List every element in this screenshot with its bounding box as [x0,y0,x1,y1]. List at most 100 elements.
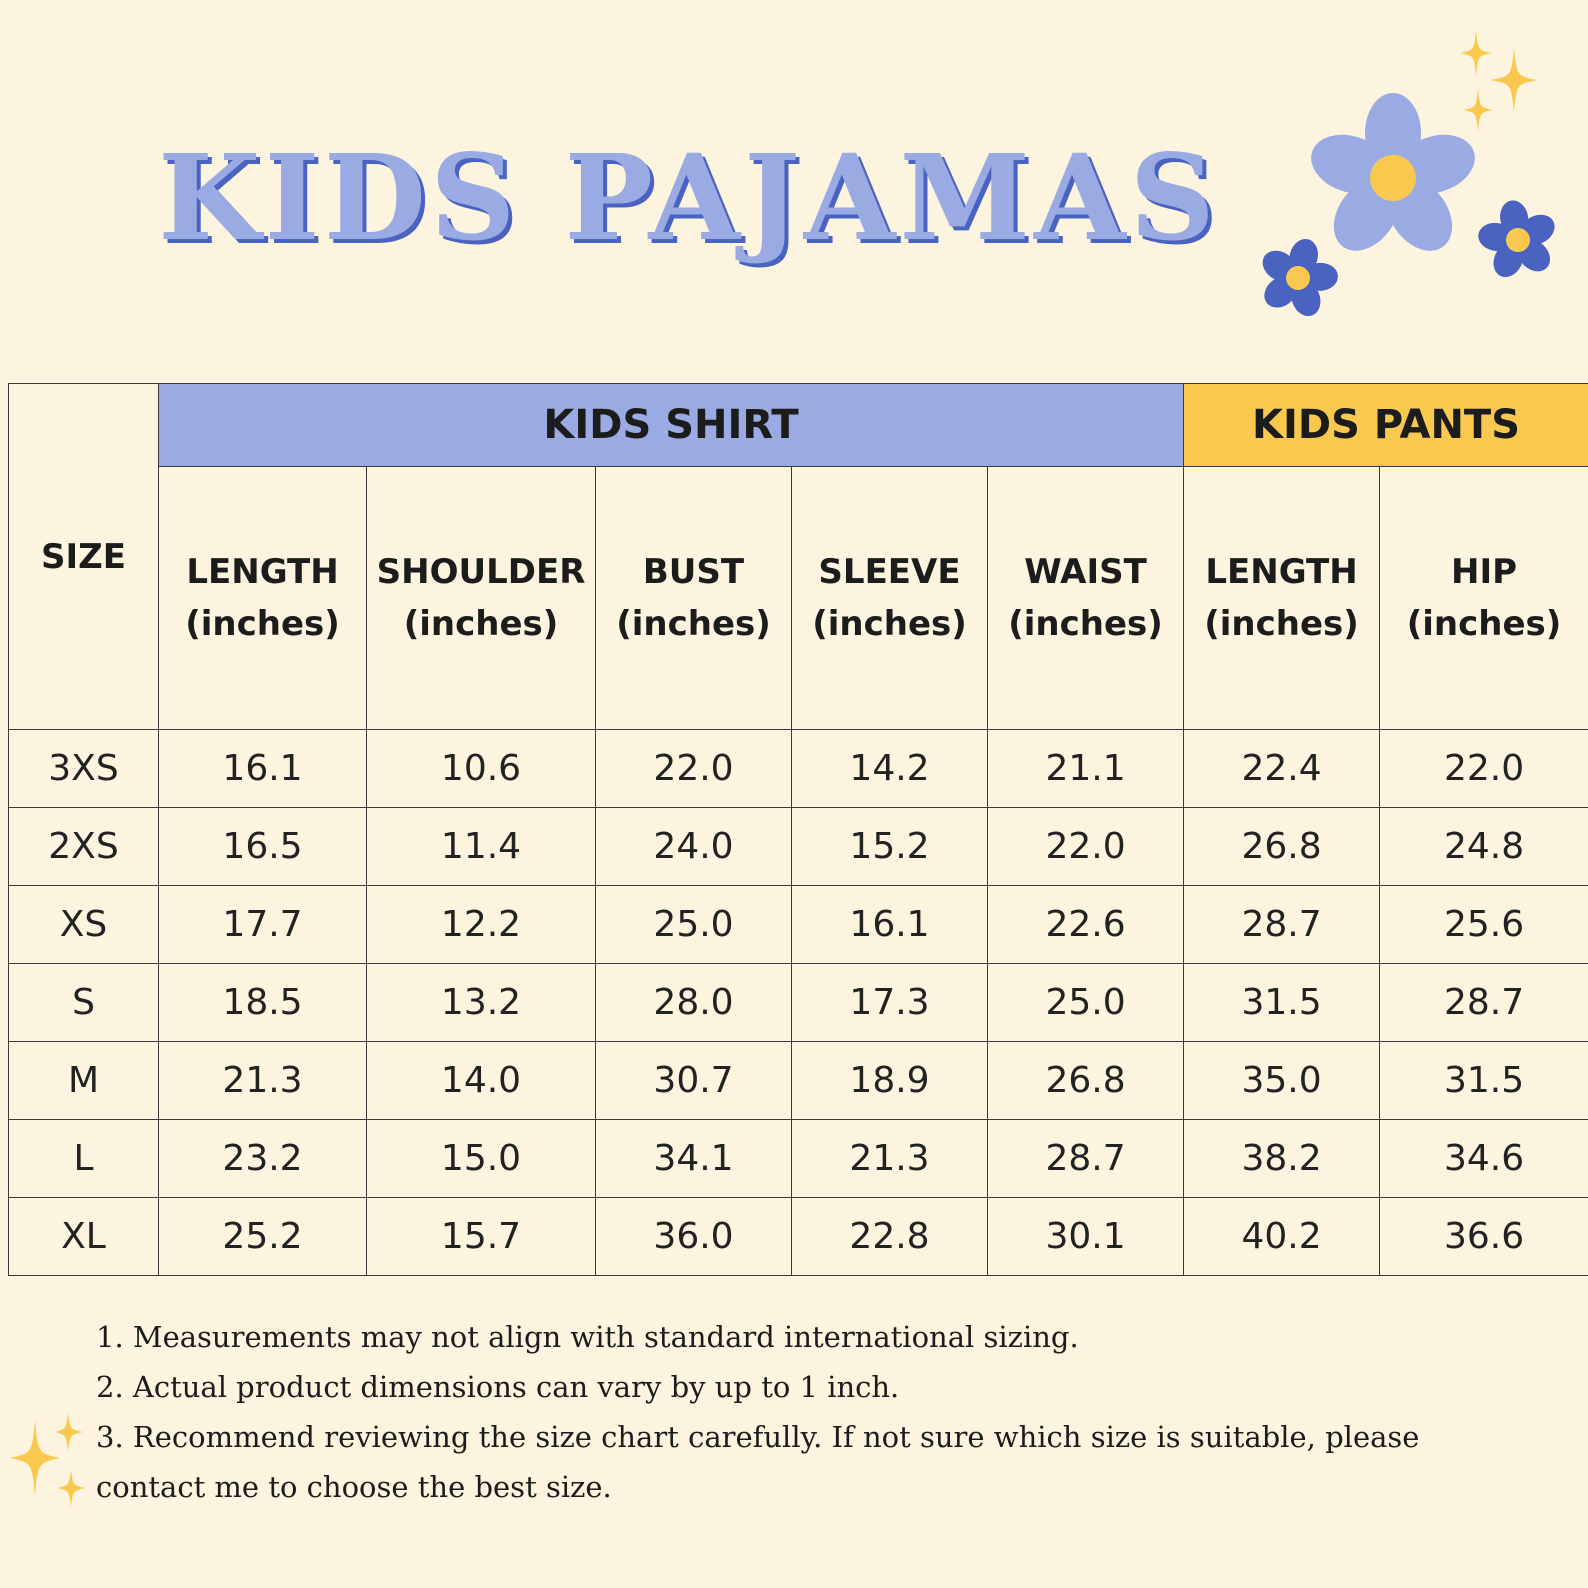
measurement-cell: 24.0 [595,807,792,886]
measurement-cell: 34.6 [1379,1119,1588,1198]
measurement-cell: 13.2 [366,963,596,1042]
column-header: LENGTH (inches) [1183,466,1381,730]
size-cell: S [8,963,159,1042]
column-header: HIP (inches) [1379,466,1588,730]
size-cell: L [8,1119,159,1198]
kids-shirt-header: KIDS SHIRT [157,383,1185,467]
table-row: XL 25.2 15.7 36.0 22.8 30.1 40.2 36.6 [8,1197,1588,1276]
measurement-cell: 28.7 [1183,885,1381,964]
column-unit: (inches) [1204,604,1359,644]
measurement-cell: 23.2 [158,1119,367,1198]
measurement-cell: 14.2 [791,729,988,808]
column-name: WAIST [1024,552,1147,592]
column-name: LENGTH [186,552,339,592]
measurement-cell: 21.3 [158,1041,367,1120]
sparkle-decoration [10,1413,85,1507]
measurement-cell: 21.3 [791,1119,988,1198]
sparkle-icon [55,1413,83,1451]
measurement-cell: 26.8 [986,1041,1185,1120]
column-header: SHOULDER (inches) [366,466,596,730]
note-item: 1. Measurements may not align with stand… [96,1320,1079,1354]
measurement-cell: 22.0 [595,729,792,808]
table-row: XS 17.7 12.2 25.0 16.1 22.6 28.7 25.6 [8,885,1588,964]
size-cell: XS [8,885,159,964]
table-row: S 18.5 13.2 28.0 17.3 25.0 31.5 28.7 [8,963,1588,1042]
measurement-cell: 34.1 [595,1119,792,1198]
measurement-cell: 28.7 [1379,963,1588,1042]
page-title: KIDS PAJAMAS [158,128,1219,267]
measurement-cell: 16.5 [158,807,367,886]
measurement-cell: 22.0 [986,807,1185,886]
measurement-cell: 40.2 [1183,1197,1381,1276]
kids-pants-header: KIDS PANTS [1183,383,1588,467]
measurement-cell: 15.0 [366,1119,596,1198]
column-header: LENGTH (inches) [158,466,367,730]
measurement-cell: 18.9 [791,1041,988,1120]
column-name: SLEEVE [818,552,961,592]
measurement-cell: 26.8 [1183,807,1381,886]
measurement-cell: 28.0 [595,963,792,1042]
measurement-cell: 22.6 [986,885,1185,964]
flower-icon [1311,93,1475,251]
size-cell: XL [8,1197,159,1276]
measurement-cell: 38.2 [1183,1119,1381,1198]
measurement-cell: 21.1 [986,729,1185,808]
note-item: 2. Actual product dimensions can vary by… [96,1370,900,1404]
column-unit: (inches) [812,604,967,644]
column-unit: (inches) [185,604,340,644]
column-unit: (inches) [616,604,771,644]
measurement-cell: 12.2 [366,885,596,964]
measurement-cell: 22.0 [1379,729,1588,808]
column-name: BUST [642,552,745,592]
table-row: L 23.2 15.0 34.1 21.3 28.7 38.2 34.6 [8,1119,1588,1198]
measurement-cell: 15.7 [366,1197,596,1276]
table-row: 2XS 16.5 11.4 24.0 15.2 22.0 26.8 24.8 [8,807,1588,886]
sparkle-icon [10,1420,60,1496]
measurement-cell: 35.0 [1183,1041,1381,1120]
column-name: LENGTH [1205,552,1358,592]
size-cell: M [8,1041,159,1120]
measurement-cell: 16.1 [791,885,988,964]
measurement-cell: 30.7 [595,1041,792,1120]
measurement-cell: 36.6 [1379,1197,1588,1276]
measurement-cell: 16.1 [158,729,367,808]
flower-icon [1262,238,1338,317]
measurement-cell: 14.0 [366,1041,596,1120]
measurement-cell: 25.0 [595,885,792,964]
column-name: HIP [1451,552,1518,592]
column-unit: (inches) [1406,604,1562,644]
measurement-cell: 17.3 [791,963,988,1042]
column-header: WAIST (inches) [986,466,1185,730]
column-unit: (inches) [403,604,559,644]
column-header: BUST (inches) [595,466,792,730]
measurement-cell: 25.2 [158,1197,367,1276]
measurement-cell: 28.7 [986,1119,1185,1198]
size-chart-table: SIZE KIDS SHIRT KIDS PANTS LENGTH (inches… [8,383,1588,1276]
column-header: SLEEVE (inches) [791,466,988,730]
size-cell: 3XS [8,729,159,808]
measurement-cell: 22.4 [1183,729,1381,808]
notes-list: 1. Measurements may not align with stand… [96,1312,1526,1512]
measurement-cell: 18.5 [158,963,367,1042]
measurement-cell: 36.0 [595,1197,792,1276]
measurement-cell: 17.7 [158,885,367,964]
measurement-cell: 24.8 [1379,807,1588,886]
measurement-cell: 25.6 [1379,885,1588,964]
column-name: SHOULDER [376,552,586,592]
size-cell: 2XS [8,807,159,886]
measurement-cell: 15.2 [791,807,988,886]
sparkle-icon [58,1470,85,1507]
flower-icon [1478,200,1555,278]
measurement-cell: 11.4 [366,807,596,886]
table-row: M 21.3 14.0 30.7 18.9 26.8 35.0 31.5 [8,1041,1588,1120]
measurement-cell: 10.6 [366,729,596,808]
note-item: 3. Recommend reviewing the size chart ca… [96,1420,1420,1504]
measurement-cell: 31.5 [1183,963,1381,1042]
flower-decoration [1262,29,1555,317]
size-header: SIZE [8,383,159,730]
sparkle-icon [1463,88,1493,132]
table-row: 3XS 16.1 10.6 22.0 14.2 21.1 22.4 22.0 [8,729,1588,808]
sparkle-icon [1460,29,1492,77]
measurement-cell: 25.0 [986,963,1185,1042]
measurement-cell: 31.5 [1379,1041,1588,1120]
